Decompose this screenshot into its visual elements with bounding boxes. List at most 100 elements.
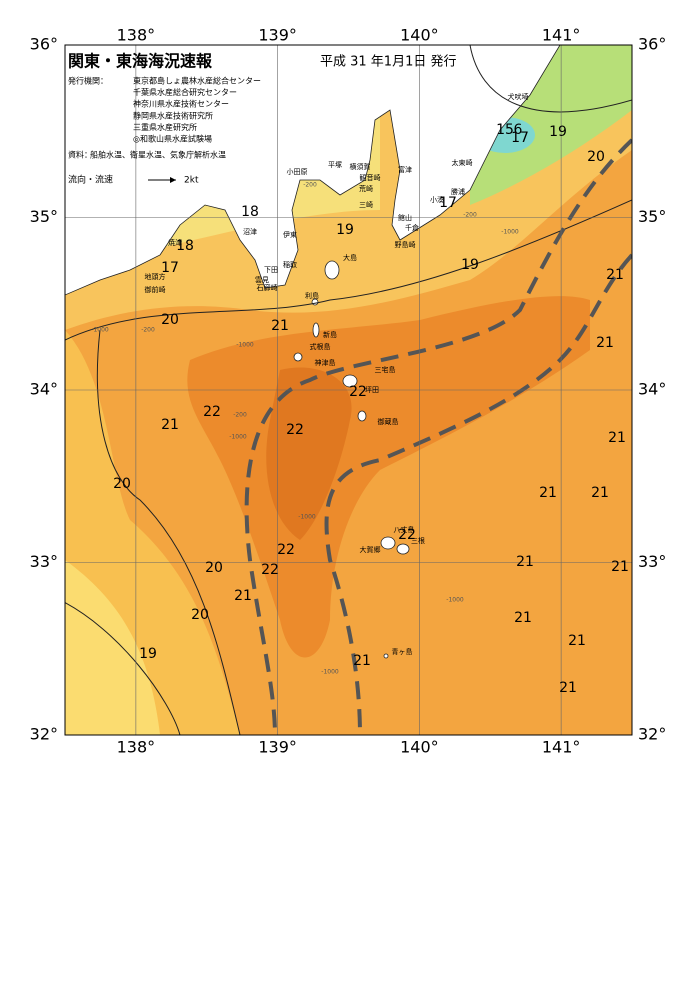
lon-label: 140° — [400, 738, 439, 757]
depth-label: -200 — [463, 212, 477, 219]
lat-label: 34° — [30, 380, 58, 399]
temperature-label: 17 — [161, 260, 179, 276]
agency: 千葉県水産総合研究センター — [133, 87, 237, 97]
depth-label: -1000 — [501, 229, 519, 236]
current-axis — [244, 138, 632, 735]
place-name: 沼津 — [243, 227, 257, 236]
isotherms — [65, 45, 632, 735]
lon-label: 139° — [258, 26, 297, 45]
temperature-label: 20 — [587, 149, 605, 165]
depth-label: -1000 — [298, 514, 316, 521]
island — [396, 543, 410, 555]
place-name: 観音崎 — [360, 173, 381, 182]
place-name: 富津 — [398, 165, 412, 174]
temperature-label: 21 — [596, 335, 614, 351]
lat-label: 33° — [638, 552, 666, 571]
temperature-label: 21 — [611, 559, 629, 575]
temperature-label: 21 — [271, 318, 289, 334]
temperature-label: 21 — [608, 430, 626, 446]
lat-label: 36° — [30, 35, 58, 54]
place-name: 横須賀 — [350, 162, 371, 171]
lat-label: 33° — [30, 552, 58, 571]
current-legend-arrowhead — [170, 177, 176, 183]
depth-label: -1000 — [236, 342, 254, 349]
temperature-label: 21 — [606, 267, 624, 283]
place-name: 青ヶ島 — [392, 647, 413, 656]
lat-label: 32° — [30, 725, 58, 744]
temperature-label: 21 — [591, 485, 609, 501]
depth-label: -1000 — [91, 327, 109, 334]
lat-label: 35° — [30, 207, 58, 226]
place-name: 伊東 — [283, 230, 297, 239]
lon-label: 138° — [117, 26, 156, 45]
island — [312, 322, 320, 338]
temperature-label: 22 — [286, 422, 304, 438]
place-name: 新島 — [323, 330, 337, 339]
temperature-label: 22 — [203, 404, 221, 420]
agency: ◎和歌山県水産試験場 — [133, 134, 212, 144]
depth-label: -1000 — [321, 669, 339, 676]
island — [380, 536, 396, 550]
temperature-label: 22 — [277, 542, 295, 558]
temperature-label: 20 — [205, 560, 223, 576]
temperature-label: 19 — [549, 124, 567, 140]
lon-label: 141° — [542, 26, 581, 45]
lat-label: 35° — [638, 207, 666, 226]
place-name: 雲見 — [255, 276, 269, 284]
lon-label: 141° — [542, 738, 581, 757]
temperature-label: 19 — [336, 222, 354, 238]
place-name: 千倉 — [405, 223, 419, 232]
temperature-label: 20 — [113, 476, 131, 492]
place-name: 三根 — [411, 536, 425, 545]
place-name: 荒崎 — [359, 184, 373, 193]
place-name: 小田原 — [287, 167, 308, 176]
sea-zone — [266, 367, 352, 540]
lat-label: 36° — [638, 35, 666, 54]
temperature-label: 21 — [568, 633, 586, 649]
temperature-label: 22 — [349, 384, 367, 400]
current-legend-speed: 2kt — [184, 176, 199, 186]
sea-zone — [65, 560, 160, 735]
temperature-label: 21 — [234, 588, 252, 604]
issue-date: 平成 31 年1月1日 発行 — [320, 55, 456, 70]
depth-label: -200 — [303, 182, 317, 189]
place-name: 犬吠埼 — [508, 92, 529, 101]
temperature-label: 18 — [241, 204, 259, 220]
place-name: 石廊崎 — [257, 283, 278, 292]
place-name: 野島崎 — [395, 240, 416, 249]
lon-label: 138° — [117, 738, 156, 757]
isotherm — [469, 45, 632, 113]
temperature-label: 21 — [559, 680, 577, 696]
temperature-label: 17 — [511, 130, 529, 146]
place-name: 焼津 — [168, 238, 182, 247]
depth-label: -1000 — [229, 434, 247, 441]
place-name: 勝浦 — [451, 187, 465, 196]
temperature-label: 17 — [439, 195, 457, 211]
agency: 三重県水産研究所 — [133, 122, 197, 132]
temperature-label: 20 — [191, 607, 209, 623]
temperature-label: 21 — [516, 554, 534, 570]
lon-label: 139° — [258, 738, 297, 757]
agency: 神奈川県水産技術センター — [133, 99, 229, 109]
agency: 東京都島しょ農林水産総合センター — [133, 76, 261, 86]
place-name: 御前崎 — [145, 285, 166, 294]
agency: 静岡県水産技術研究所 — [133, 110, 213, 120]
temperature-label: 18 — [176, 238, 194, 254]
temperature-label: 21 — [353, 653, 371, 669]
temperature-label: 6 — [514, 122, 523, 138]
lon-label: 140° — [400, 26, 439, 45]
temperature-label: 19 — [461, 257, 479, 273]
island — [293, 352, 303, 362]
place-name: 八丈島 — [394, 525, 415, 534]
temperature-label: 21 — [514, 610, 532, 626]
place-name: 館山 — [398, 213, 412, 222]
place-name: 平塚 — [328, 160, 342, 169]
island — [357, 410, 367, 422]
depth-label: -200 — [141, 327, 155, 334]
sources-text: 船舶水温、衛星水温、気象庁解析水温 — [90, 150, 226, 160]
temperature-label: 20 — [161, 312, 179, 328]
place-name: 稲取 — [283, 260, 297, 269]
